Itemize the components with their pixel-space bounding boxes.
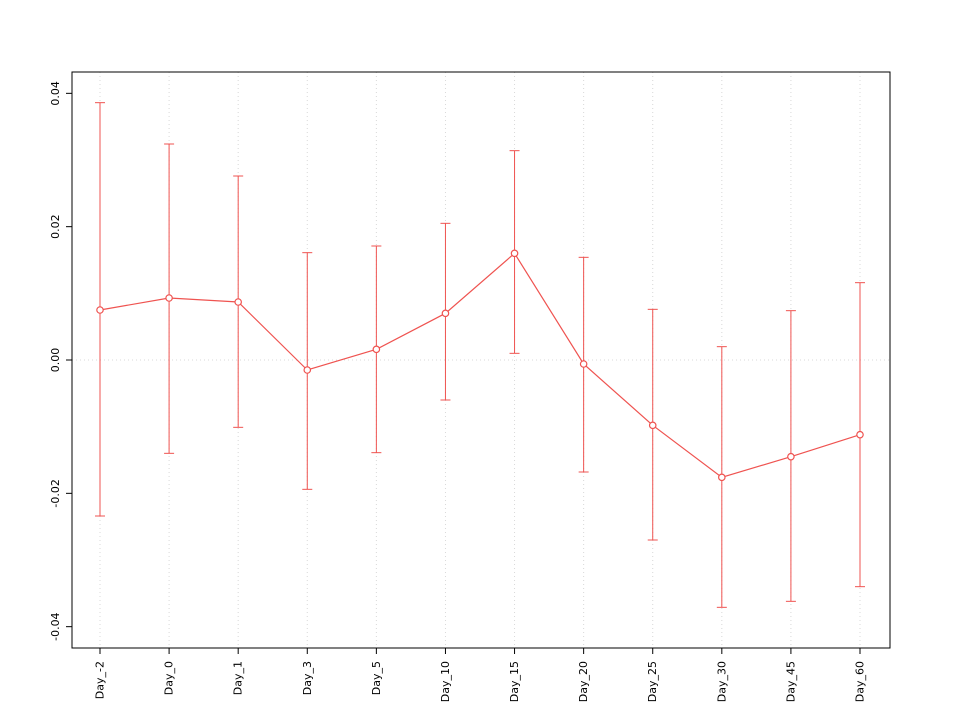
x-tick-label: Day_3 (301, 661, 314, 695)
x-tick-label: Day_45 (784, 661, 797, 702)
y-tick-label: 0.00 (49, 348, 62, 373)
y-axis: -0.04 -0.02 0.00 0.02 0.04 (49, 81, 72, 641)
y-tick-label: -0.04 (49, 612, 62, 640)
x-tick-label: Day_60 (854, 661, 867, 702)
data-point (441, 309, 450, 318)
x-tick-label: Day_20 (577, 661, 590, 702)
data-point (510, 249, 519, 258)
x-tick-label: Day_30 (715, 661, 728, 702)
x-tick-label: Day_0 (163, 661, 176, 695)
x-tick-label: Day_5 (370, 661, 383, 695)
x-tick-label: Day_15 (508, 661, 521, 702)
x-axis: Day_-2 Day_0 Day_1 Day_3 Day_5 Day_10 Day_15 Da… (94, 648, 867, 702)
x-tick-label: Day_-2 (94, 661, 107, 699)
y-tick-label: 0.04 (49, 81, 62, 106)
data-point (165, 294, 173, 302)
y-tick-label: -0.02 (49, 479, 62, 507)
y-tick-label: 0.02 (49, 214, 62, 239)
data-point (648, 421, 657, 430)
data-point (787, 452, 795, 461)
data-point (579, 360, 588, 368)
x-tick-label: Day_1 (232, 661, 245, 695)
data-point (234, 298, 242, 306)
data-point (96, 306, 104, 314)
data-point (856, 430, 864, 439)
data-point (718, 473, 726, 482)
x-tick-label: Day_25 (646, 661, 659, 702)
data-point (372, 345, 381, 354)
series-line (99, 252, 861, 478)
x-tick-label: Day_10 (439, 661, 452, 702)
data-point (303, 366, 312, 374)
data-points (96, 249, 864, 482)
